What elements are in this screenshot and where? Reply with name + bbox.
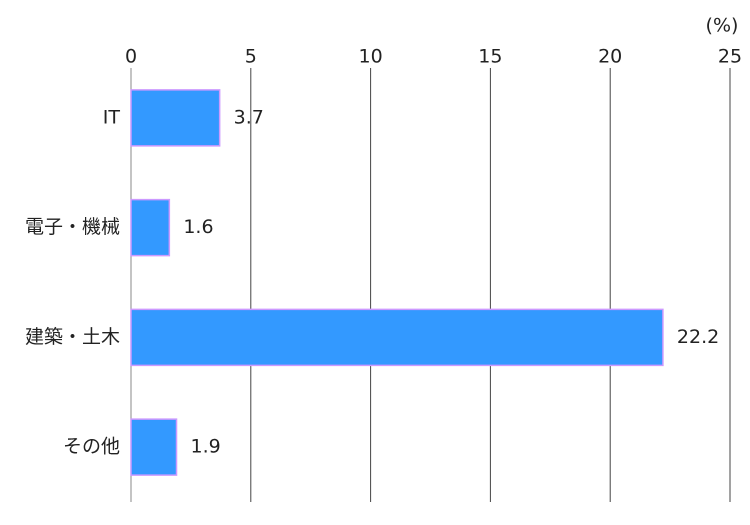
bar — [130, 418, 178, 476]
x-tick-label: 20 — [598, 46, 622, 68]
x-tick-label: 0 — [125, 46, 137, 68]
unit-label: (%) — [706, 15, 739, 37]
value-label: 22.2 — [677, 326, 719, 348]
x-tick-label: 15 — [478, 46, 502, 68]
value-label: 3.7 — [234, 106, 264, 128]
y-tick-label: 建築・土木 — [25, 326, 120, 348]
x-tick-label: 10 — [359, 46, 383, 68]
value-label: 1.9 — [191, 436, 221, 458]
y-tick-label: その他 — [63, 436, 120, 458]
bar — [130, 198, 171, 257]
value-label: 1.6 — [183, 216, 213, 238]
x-tick-label: 5 — [245, 46, 257, 68]
y-tick-label: 電子・機械 — [25, 216, 120, 238]
x-tick-label: 25 — [718, 46, 742, 68]
bar — [130, 308, 664, 367]
bar — [130, 89, 221, 147]
y-tick-label: IT — [103, 106, 121, 128]
